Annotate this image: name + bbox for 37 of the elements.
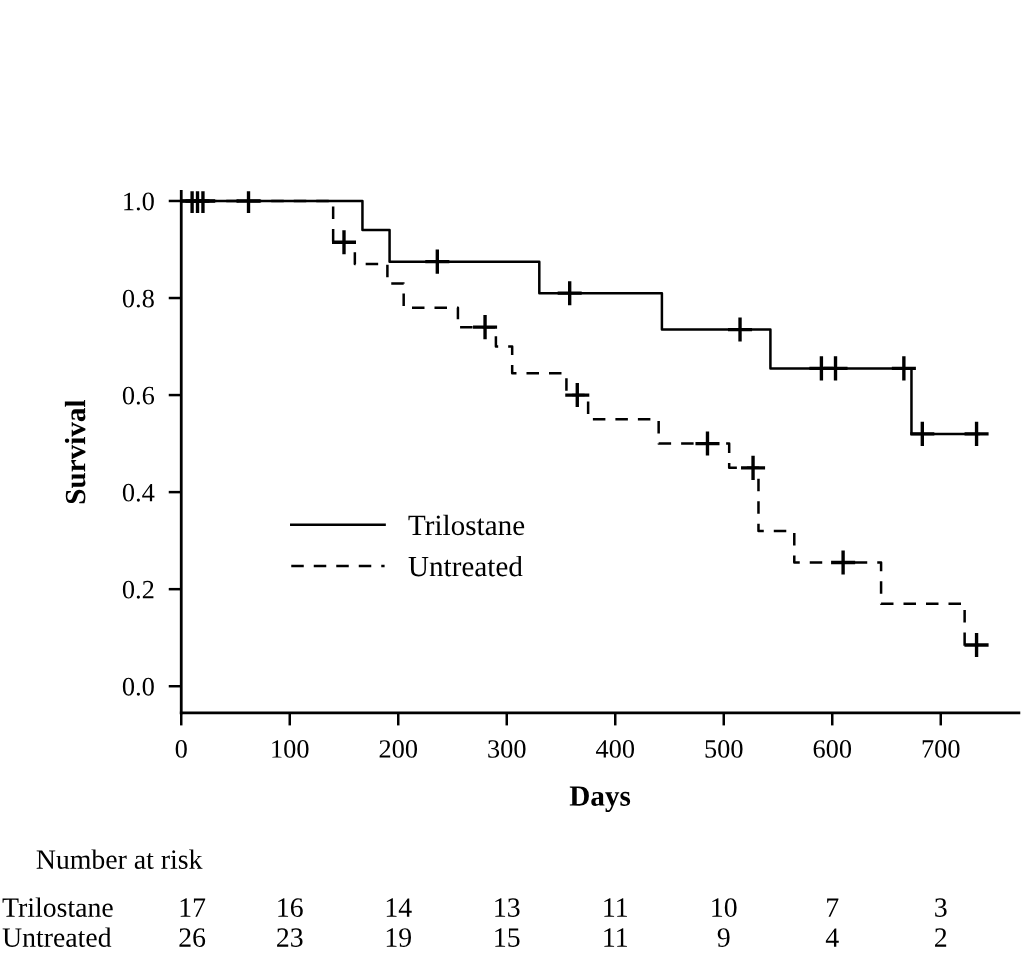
text: 17 (180, 898, 206, 917)
text: Untreated (2, 927, 112, 947)
text: 13 (495, 898, 520, 917)
y-tick-label: 0.2 (122, 580, 154, 599)
text: 11 (604, 928, 627, 947)
text: 26 (179, 928, 206, 947)
text: 14 (386, 898, 412, 917)
text: 3 (935, 898, 947, 917)
text: 9 (717, 928, 730, 947)
y-tick-label: 0.8 (122, 289, 154, 308)
legend-label: Trilostane (408, 514, 525, 536)
x-tick-label: 300 (488, 740, 526, 758)
text: 7 (827, 898, 839, 917)
x-tick-label: 500 (705, 740, 743, 758)
text: 15 (495, 928, 520, 947)
text: 2 (935, 928, 947, 947)
x-tick-label: 600 (813, 740, 852, 758)
text: 23 (277, 928, 303, 947)
x-tick-label: 100 (272, 740, 309, 758)
y-tick-label: 1.0 (124, 192, 154, 211)
text: 19 (386, 928, 411, 947)
text: 16 (278, 898, 303, 917)
x-tick-label: 0 (175, 740, 187, 758)
y-tick-label: 0.4 (122, 483, 155, 502)
x-tick-label: 700 (922, 740, 960, 758)
y-tick-label: 0.6 (122, 386, 155, 405)
x-tick-label: 400 (595, 740, 635, 758)
text: Trilostane (2, 897, 113, 917)
x-axis-title: Days (569, 786, 631, 812)
y-tick-label: 0.0 (122, 677, 154, 696)
text: 10 (712, 898, 737, 917)
y-axis-title: Survival (64, 399, 86, 504)
x-tick-label: 200 (379, 740, 418, 758)
text: Number at risk (36, 849, 203, 869)
text: 4 (825, 928, 839, 947)
legend-label: Untreated (408, 555, 523, 577)
text: 11 (604, 898, 627, 917)
